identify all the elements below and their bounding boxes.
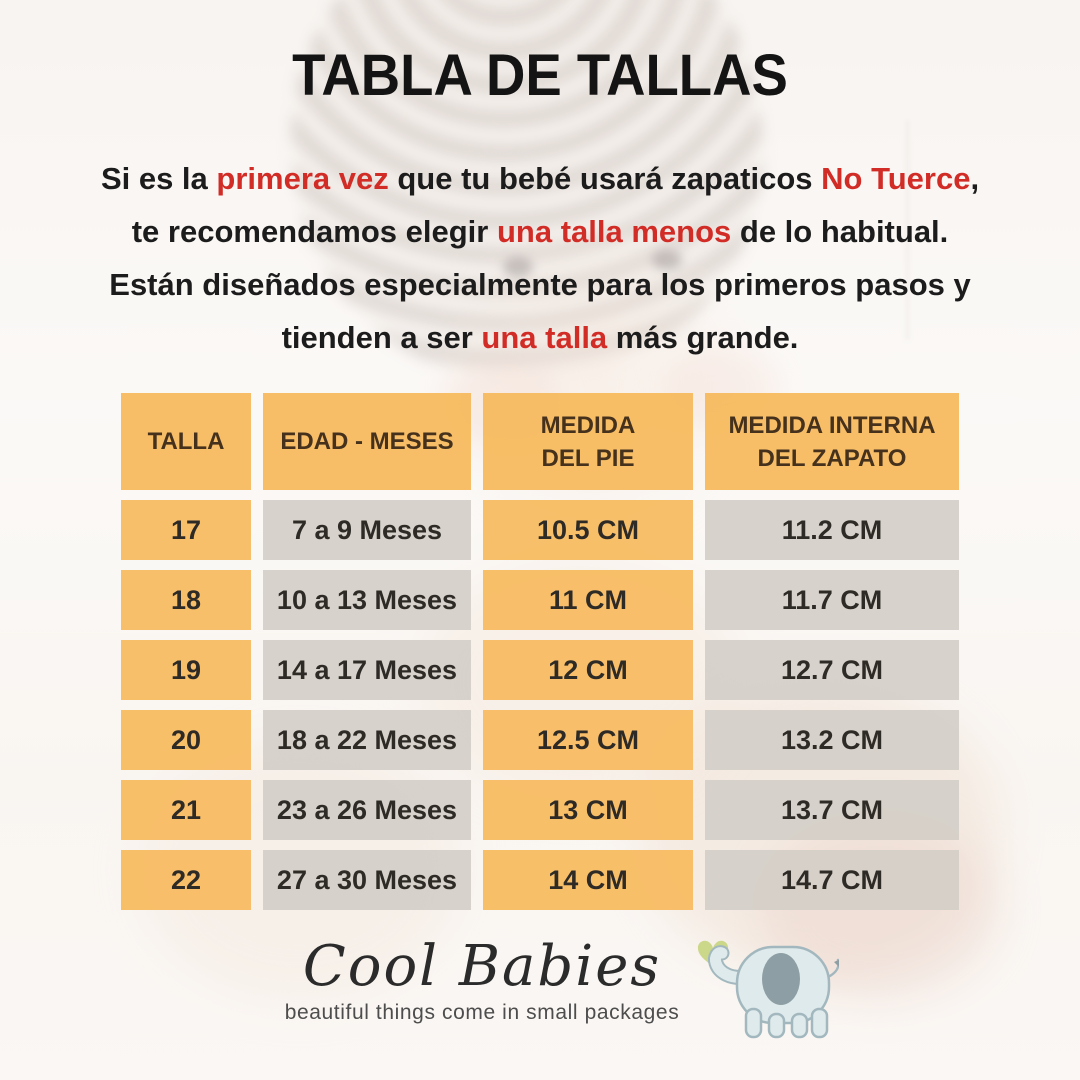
table-cell: 27 a 30 Meses bbox=[263, 850, 471, 910]
table-cell: 12 CM bbox=[483, 640, 693, 700]
table-cell: 12.5 CM bbox=[483, 710, 693, 770]
intro-segment: de lo habitual. bbox=[731, 214, 949, 249]
size-table: TALLA EDAD - MESES MEDIDA DEL PIE MEDIDA IN… bbox=[121, 393, 959, 910]
intro-segment: Están diseñados especialmente para los p… bbox=[109, 267, 971, 302]
baby-eye-shape bbox=[652, 250, 682, 270]
baby-face-shape bbox=[420, 215, 770, 555]
table-cell: 11 CM bbox=[483, 570, 693, 630]
table-cell: 14.7 CM bbox=[705, 850, 959, 910]
table-cell: 23 a 26 Meses bbox=[263, 780, 471, 840]
page-title: TABLA DE TALLAS bbox=[292, 43, 788, 108]
intro-segment: Si es la bbox=[100, 161, 217, 196]
table-cell: 22 bbox=[121, 850, 251, 910]
highlighted-text: una talla bbox=[481, 320, 608, 355]
table-cell: 11.7 CM bbox=[705, 570, 959, 630]
table-cell: 17 bbox=[121, 500, 251, 560]
table-cell: 11.2 CM bbox=[705, 500, 959, 560]
elephant-icon bbox=[698, 940, 844, 1039]
intro-segment: que tu bebé usará zapaticos bbox=[388, 161, 822, 196]
intro-line: Si es la primera vez que tu bebé usará z… bbox=[40, 152, 1040, 205]
table-cell: 19 bbox=[121, 640, 251, 700]
table-cell: 20 bbox=[121, 710, 251, 770]
table-header-cell: TALLA bbox=[121, 393, 251, 490]
elephant-with-heart-icon bbox=[689, 932, 844, 1049]
table-cell: 14 CM bbox=[483, 850, 693, 910]
brand-logo-text: Cool Babies beautiful things come in sma… bbox=[285, 936, 680, 1025]
table-cell: 14 a 17 Meses bbox=[263, 640, 471, 700]
table-cell: 7 a 9 Meses bbox=[263, 500, 471, 560]
table-header-cell: EDAD - MESES bbox=[263, 393, 471, 490]
highlighted-text: una talla menos bbox=[496, 214, 732, 249]
table-header-cell: MEDIDA INTERNA DEL ZAPATO bbox=[705, 393, 959, 490]
highlighted-text: primera vez bbox=[216, 161, 389, 196]
table-cell: 21 bbox=[121, 780, 251, 840]
table-cell: 12.7 CM bbox=[705, 640, 959, 700]
table-cell: 13 CM bbox=[483, 780, 693, 840]
table-cell: 18 a 22 Meses bbox=[263, 710, 471, 770]
table-cell: 13.7 CM bbox=[705, 780, 959, 840]
baby-eye-shape bbox=[503, 257, 533, 277]
highlighted-text: No Tuerce bbox=[821, 161, 971, 196]
intro-line: te recomendamos elegir una talla menos d… bbox=[40, 205, 1040, 258]
brand-name: Cool Babies bbox=[302, 934, 662, 999]
intro-text: Si es la primera vez que tu bebé usará z… bbox=[40, 152, 1040, 364]
intro-segment: más grande. bbox=[607, 320, 799, 355]
intro-segment: tienden a ser bbox=[281, 320, 482, 355]
table-cell: 18 bbox=[121, 570, 251, 630]
table-cell: 10 a 13 Meses bbox=[263, 570, 471, 630]
intro-line: tienden a ser una talla más grande. bbox=[40, 311, 1040, 364]
brand-logo: Cool Babies beautiful things come in sma… bbox=[22, 936, 1080, 1049]
table-cell: 10.5 CM bbox=[483, 500, 693, 560]
wall-edge-shape bbox=[906, 120, 909, 340]
intro-segment: te recomendamos elegir bbox=[131, 214, 497, 249]
table-cell: 13.2 CM bbox=[705, 710, 959, 770]
intro-segment: , bbox=[970, 161, 980, 196]
table-header-cell: MEDIDA DEL PIE bbox=[483, 393, 693, 490]
intro-line: Están diseñados especialmente para los p… bbox=[40, 258, 1040, 311]
brand-tagline: beautiful things come in small packages bbox=[284, 1001, 680, 1024]
